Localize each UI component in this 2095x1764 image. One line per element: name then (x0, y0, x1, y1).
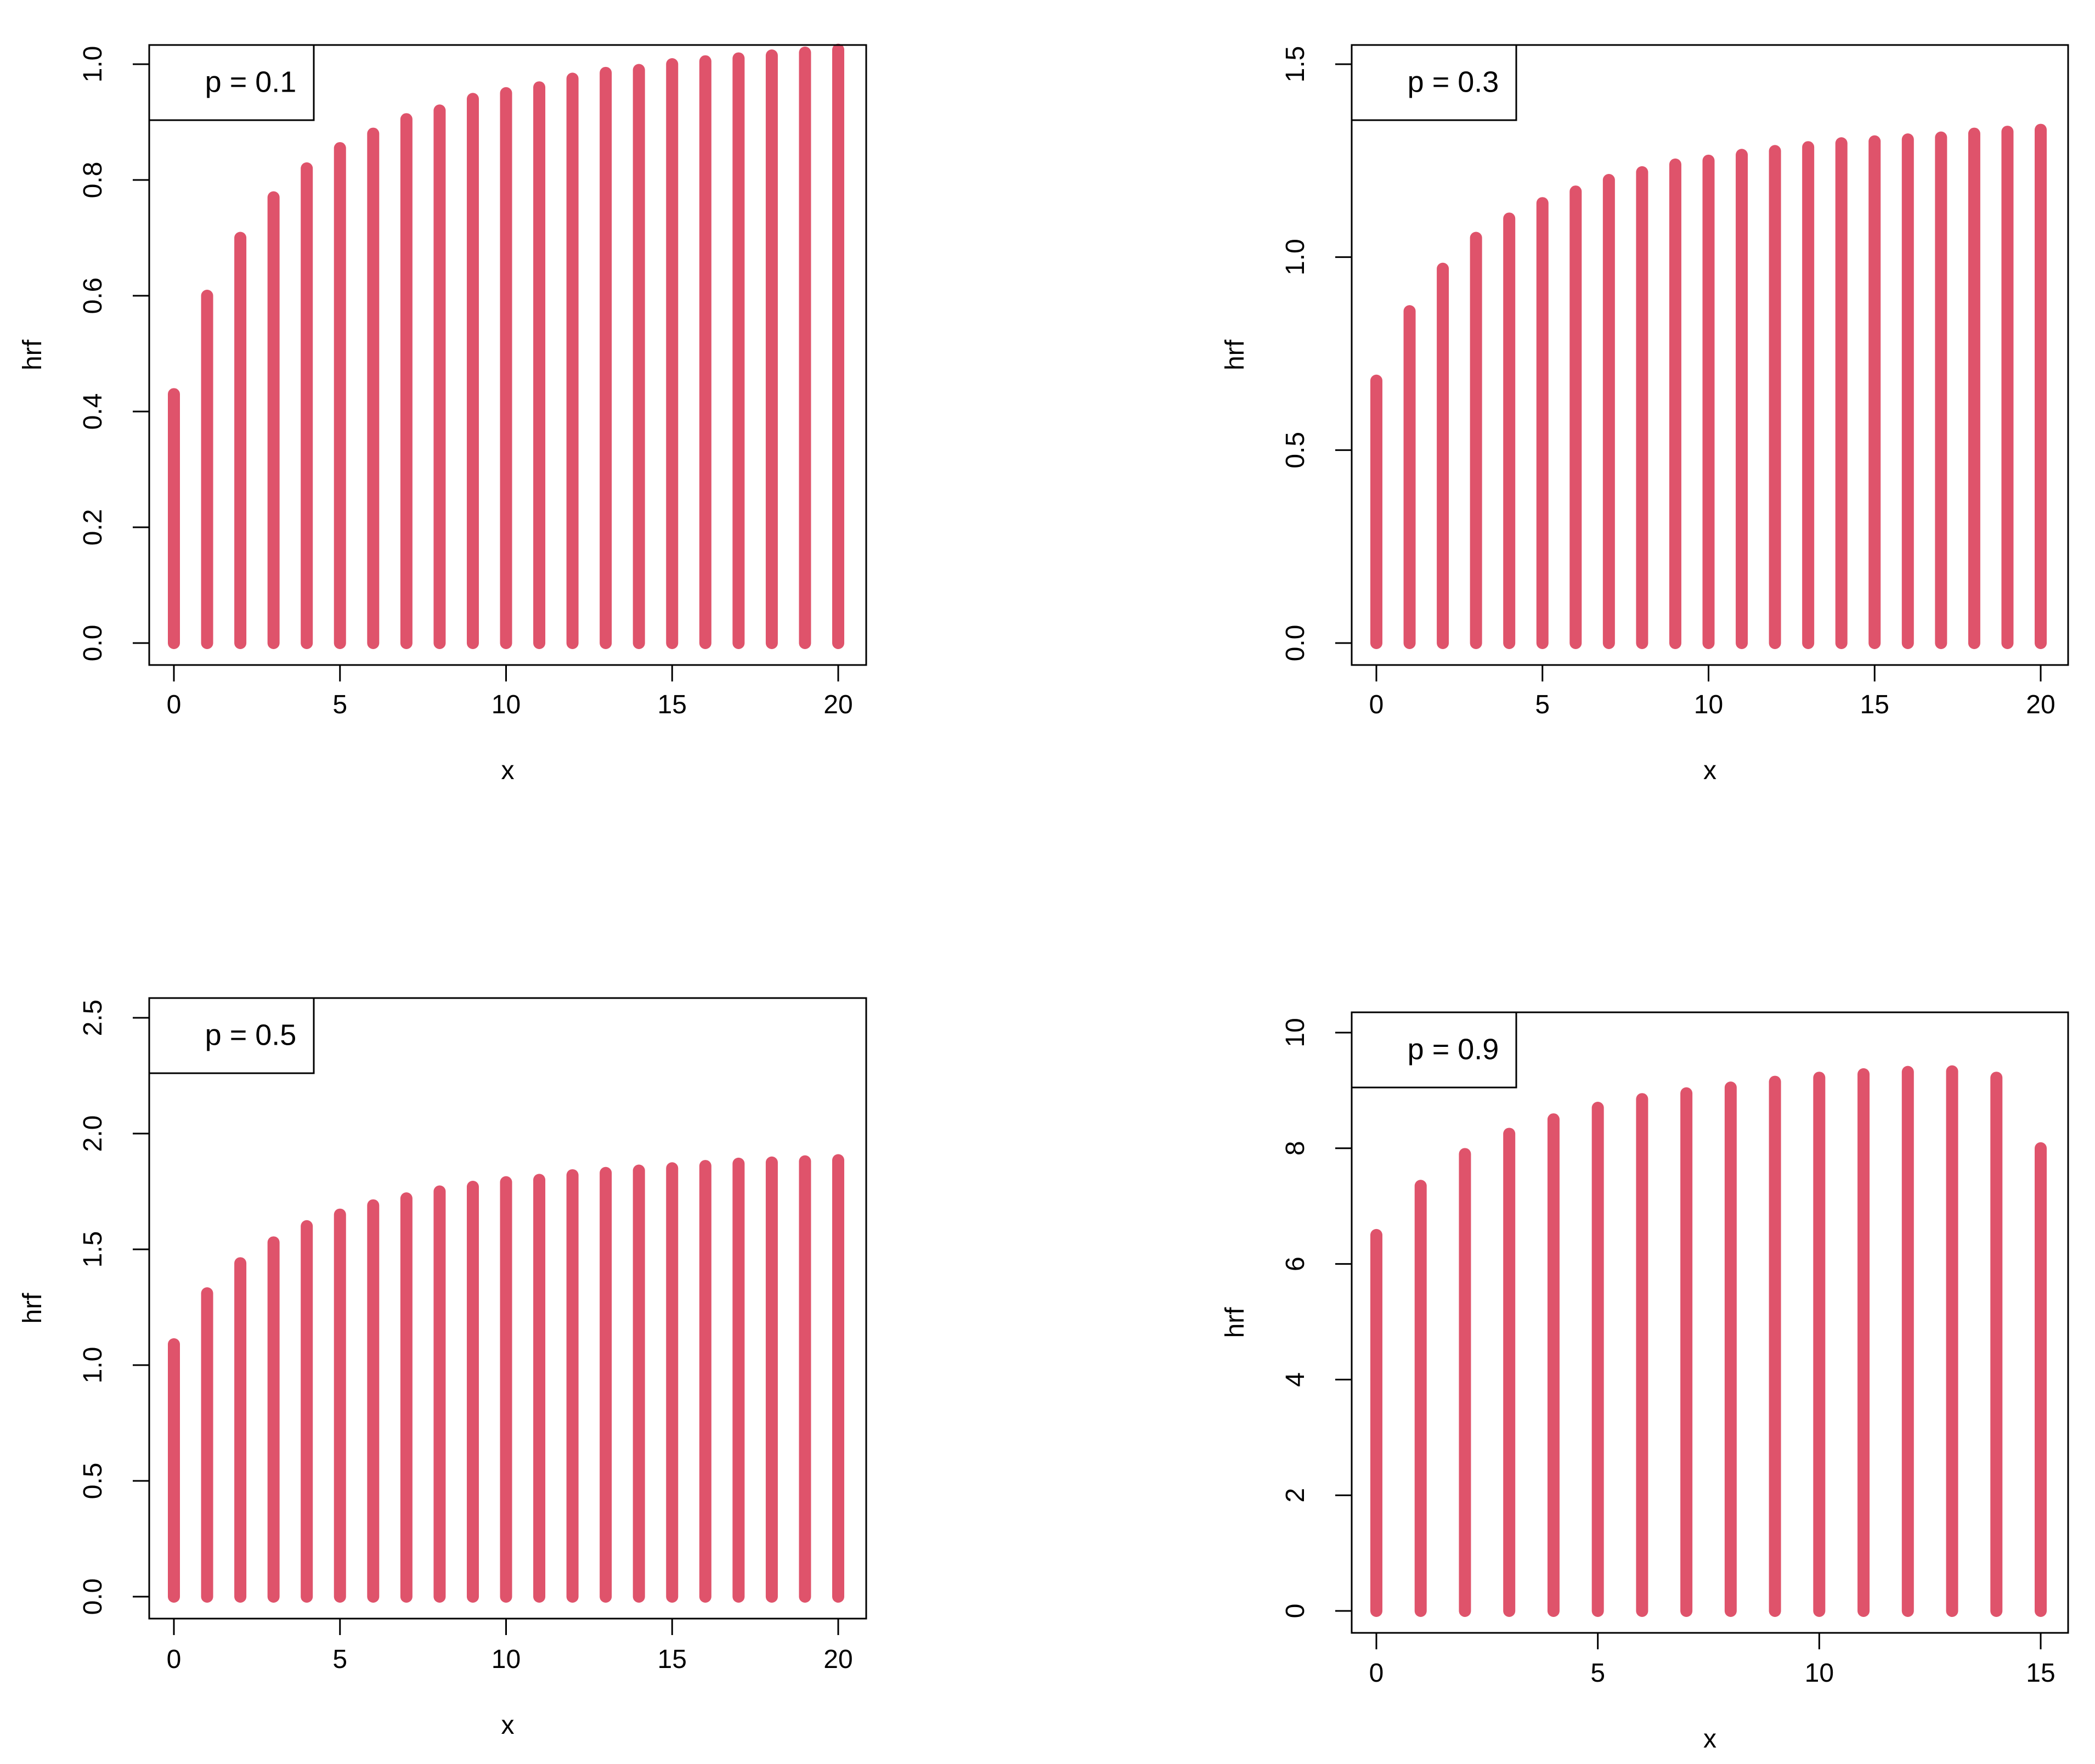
legend-box (1351, 1011, 1517, 1089)
y-axis-label: hrf (18, 339, 47, 370)
y-tick-label: 0.0 (78, 1579, 108, 1615)
x-axis-label: x (1703, 1724, 1716, 1754)
x-tick-label: 15 (1860, 690, 1889, 719)
y-tick-label: 2.5 (78, 1000, 108, 1036)
x-axis-label: x (501, 1711, 515, 1740)
x-tick-label: 5 (332, 690, 347, 719)
x-tick-label: 15 (658, 690, 687, 719)
y-tick-label: 1.5 (78, 1231, 108, 1268)
y-tick-label: 6 (1281, 1256, 1310, 1271)
chart-panel-4: 0 5 10 15 0 2 4 6 8 10 x hrf p = 0.9 (1221, 1011, 2069, 1754)
y-tick-label: 10 (1281, 1018, 1310, 1047)
y-axis-label: hrf (1221, 339, 1250, 370)
y-tick-label: 0.0 (78, 625, 108, 662)
x-axis-label: x (1703, 756, 1716, 785)
y-tick-label: 0.6 (78, 278, 108, 314)
x-tick-label: 0 (167, 690, 182, 719)
x-tick-label: 5 (332, 1645, 347, 1674)
x-tick-label: 20 (823, 690, 852, 719)
x-tick-label: 0 (1369, 690, 1384, 719)
x-tick-label: 0 (1369, 1659, 1384, 1688)
legend-box (148, 997, 315, 1074)
x-tick-label: 15 (2026, 1659, 2055, 1688)
x-tick-label: 5 (1535, 690, 1550, 719)
x-tick-label: 10 (1694, 690, 1723, 719)
chart-panel-3: 0 5 10 15 20 0.0 0.5 1.0 1.5 2.0 2.5 x hrf p = 0.5 (18, 997, 867, 1740)
x-tick-label: 10 (1805, 1659, 1834, 1688)
y-tick-label: 0.0 (1281, 625, 1310, 662)
legend-box (1351, 44, 1517, 121)
x-axis-label: x (501, 756, 515, 785)
legend-label: p = 0.1 (205, 66, 297, 99)
legend-label: p = 0.5 (205, 1019, 297, 1052)
y-tick-label: 2.0 (78, 1115, 108, 1152)
y-tick-label: 0.8 (78, 162, 108, 199)
y-axis-label: hrf (1221, 1307, 1250, 1338)
chart-panel-2: 0 5 10 15 20 0.0 0.5 1.0 1.5 x hrf p = 0.3 (1221, 44, 2069, 785)
y-tick-label: 0.4 (78, 393, 108, 430)
x-tick-label: 5 (1590, 1659, 1605, 1688)
x-tick-label: 0 (167, 1645, 182, 1674)
y-tick-label: 2 (1281, 1488, 1310, 1503)
y-tick-label: 0 (1281, 1604, 1310, 1619)
x-tick-label: 20 (823, 1645, 852, 1674)
legend-label: p = 0.9 (1408, 1033, 1499, 1066)
x-tick-label: 10 (492, 1645, 521, 1674)
x-tick-label: 20 (2026, 690, 2055, 719)
y-tick-label: 4 (1281, 1372, 1310, 1387)
chart-panel-1: 0 5 10 15 20 0.0 0.2 0.4 0.6 0.8 1.0 x hrf p = 0.1 (18, 43, 867, 785)
y-tick-label: 8 (1281, 1141, 1310, 1156)
y-tick-label: 0.5 (1281, 432, 1310, 469)
y-tick-label: 0.2 (78, 509, 108, 546)
y-axis-label: hrf (18, 1293, 47, 1324)
x-tick-label: 15 (658, 1645, 687, 1674)
x-tick-label: 10 (492, 690, 521, 719)
y-tick-label: 1.0 (1281, 239, 1310, 275)
y-tick-label: 1.0 (78, 1347, 108, 1384)
y-tick-label: 1.0 (78, 46, 108, 83)
legend-box (148, 44, 315, 121)
y-tick-label: 1.5 (1281, 46, 1310, 83)
legend-label: p = 0.3 (1408, 66, 1499, 99)
y-tick-label: 0.5 (78, 1463, 108, 1500)
